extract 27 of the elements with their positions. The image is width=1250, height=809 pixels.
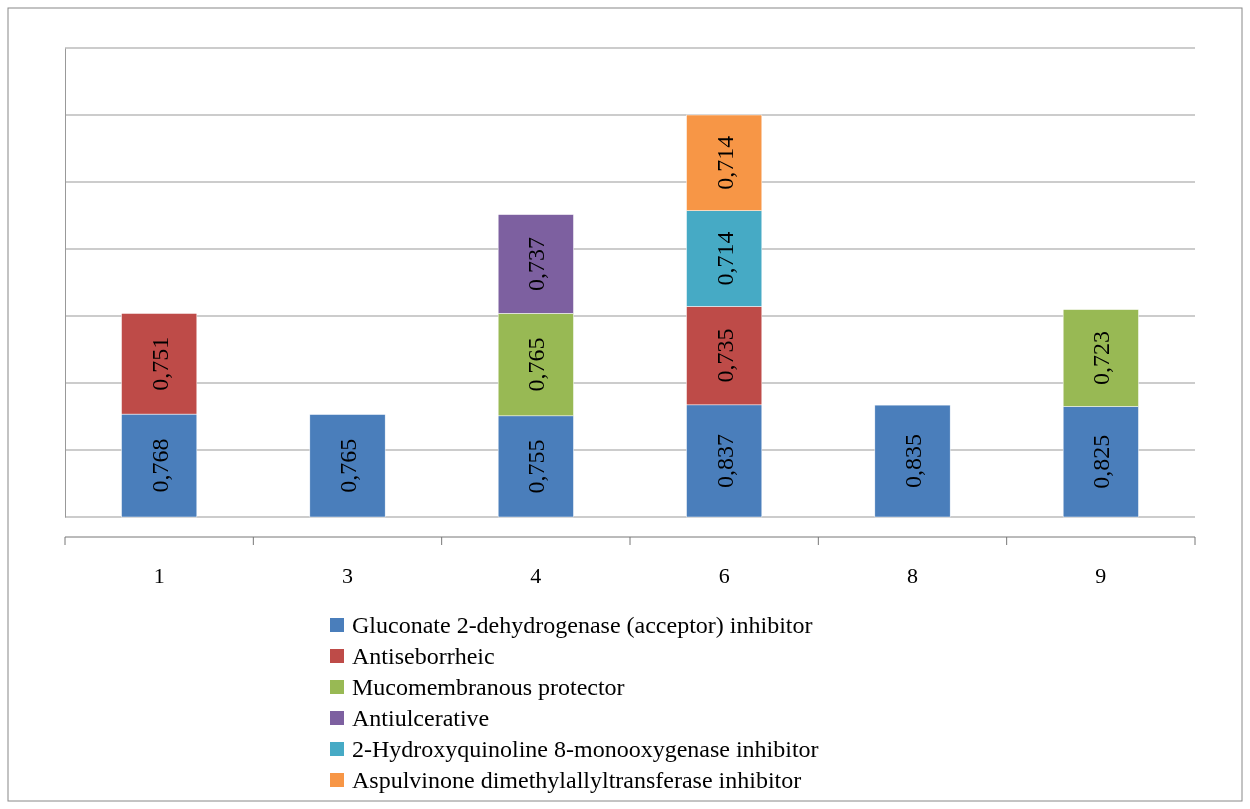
x-tick-label: 4 [530,563,542,589]
data-label: 0,835 [899,434,926,489]
legend-label: Mucomembranous protector [352,674,625,701]
legend-label: Antiulcerative [352,705,490,732]
data-label: 0,735 [711,328,738,383]
x-tick-label: 1 [153,563,165,589]
data-label: 0,723 [1088,331,1115,386]
data-label: 0,751 [146,336,173,391]
data-label: 0,714 [711,135,738,190]
bar [309,414,386,518]
data-label: 0,765 [523,337,550,392]
legend-label: Gluconate 2-dehydrogenase (acceptor) inhibitor [352,612,813,639]
legend-label: Antiseborrheic [352,643,495,670]
data-label: 0,714 [711,231,738,286]
bar [874,404,951,518]
x-tick-label: 9 [1095,563,1107,589]
x-tick-label: 8 [907,563,918,589]
data-label: 0,825 [1088,434,1115,489]
data-label: 0,755 [523,439,550,494]
data-label: 0,765 [334,438,361,493]
x-tick-label: 6 [718,563,730,589]
data-label: 0,768 [146,438,173,493]
data-label: 0,737 [523,236,550,291]
legend-label: Aspulvinone dimethylallyltransferase inhibitor [352,767,802,794]
legend-label: 2-Hydroxyquinoline 8-monooxygenase inhibitor [352,736,819,763]
data-label: 0,837 [711,433,738,488]
x-tick-label: 3 [342,563,353,589]
